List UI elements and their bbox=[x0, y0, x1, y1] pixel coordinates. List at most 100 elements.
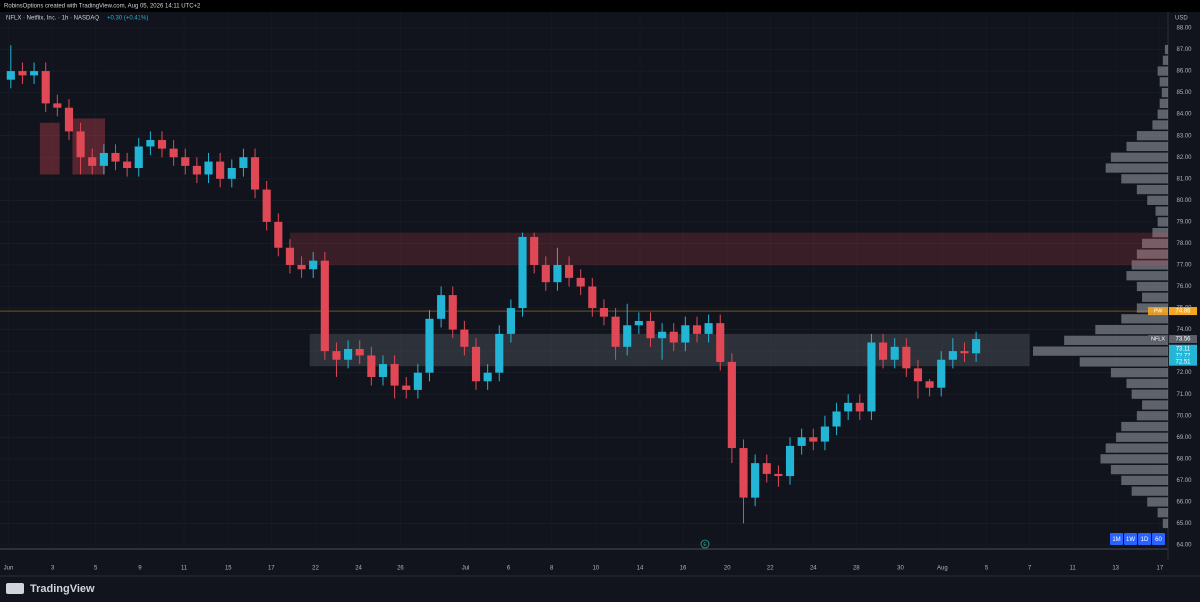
candle-body bbox=[367, 355, 376, 377]
price-tag bbox=[1169, 357, 1197, 366]
profile-bar bbox=[1121, 174, 1168, 184]
y-tick-label: 79.00 bbox=[1176, 219, 1192, 225]
profile-bar bbox=[1110, 152, 1168, 162]
price-tag bbox=[1169, 352, 1197, 361]
candle-body bbox=[471, 346, 481, 382]
candle-body bbox=[390, 364, 399, 386]
brand-logo bbox=[6, 583, 24, 594]
x-tick-label: 11 bbox=[1070, 566, 1077, 572]
profile-bar bbox=[1064, 335, 1168, 345]
profile-bar bbox=[1079, 357, 1168, 367]
timeframe-button[interactable] bbox=[1110, 533, 1123, 545]
price-tag-value: 72.51 bbox=[1175, 359, 1191, 365]
price-tag bbox=[1169, 335, 1197, 344]
profile-bar bbox=[1136, 184, 1168, 195]
candle-body bbox=[297, 264, 306, 270]
profile-bar bbox=[1157, 109, 1168, 119]
credit: RobinsOptions created with TradingView.c… bbox=[4, 4, 201, 10]
profile-bar bbox=[1116, 432, 1168, 442]
x-tick-label: 6 bbox=[507, 566, 511, 572]
timeframe-label[interactable]: 1W bbox=[1126, 537, 1135, 543]
candle-body bbox=[262, 189, 271, 222]
candle-body bbox=[762, 463, 771, 474]
x-tick-label: 26 bbox=[397, 566, 404, 572]
price-tag-value: 73.56 bbox=[1175, 337, 1191, 343]
profile-bar bbox=[1131, 389, 1168, 399]
price-tag bbox=[1169, 307, 1197, 316]
timeframe-label[interactable]: 60 bbox=[1155, 537, 1162, 543]
x-tick-label: 30 bbox=[897, 566, 904, 572]
candle-body bbox=[948, 351, 957, 360]
candle-body bbox=[727, 361, 736, 449]
profile-bar bbox=[1121, 421, 1168, 432]
timeframe-button[interactable] bbox=[1138, 533, 1151, 545]
candle-body bbox=[18, 71, 27, 76]
x-tick-label: 22 bbox=[767, 566, 774, 572]
candle-body bbox=[378, 364, 388, 377]
profile-bar bbox=[1152, 228, 1168, 238]
candle-body bbox=[99, 152, 108, 166]
x-tick-label: Jun bbox=[4, 566, 14, 572]
candle-body bbox=[739, 448, 748, 498]
candle-body bbox=[960, 351, 969, 354]
profile-bar bbox=[1126, 271, 1168, 281]
candle-body bbox=[518, 236, 527, 309]
y-tick-label: 65.00 bbox=[1176, 521, 1192, 527]
zone bbox=[289, 232, 1168, 265]
timeframe-label[interactable]: 1D bbox=[1141, 537, 1149, 543]
candle-body bbox=[809, 437, 818, 442]
candle-body bbox=[692, 325, 702, 334]
x-tick-label: 5 bbox=[985, 566, 989, 572]
candle-body bbox=[658, 331, 667, 339]
candle-body bbox=[646, 320, 655, 339]
x-tick-label: 11 bbox=[181, 566, 188, 572]
candle-body bbox=[41, 71, 50, 104]
timeframe-button[interactable] bbox=[1152, 533, 1165, 545]
candle-body bbox=[925, 381, 934, 388]
candle-body bbox=[413, 372, 422, 390]
candle-body bbox=[250, 157, 260, 190]
y-tick-label: 78.00 bbox=[1176, 241, 1192, 247]
x-tick-label: 5 bbox=[94, 566, 98, 572]
timeframe-button[interactable] bbox=[1124, 533, 1137, 545]
profile-bar bbox=[1131, 486, 1168, 496]
candle-body bbox=[751, 463, 760, 498]
x-tick-label: 3 bbox=[51, 566, 55, 572]
candle-body bbox=[902, 346, 911, 369]
candle-body bbox=[623, 325, 632, 347]
candle-body bbox=[146, 140, 155, 147]
profile-bar bbox=[1142, 238, 1168, 249]
price-tag bbox=[1169, 344, 1197, 353]
candle-body bbox=[704, 323, 713, 334]
candle-body bbox=[913, 368, 923, 382]
y-tick-label: 80.00 bbox=[1176, 198, 1192, 204]
candle-body bbox=[402, 385, 411, 390]
candle-body bbox=[123, 161, 132, 169]
timeframe-label[interactable]: 1M bbox=[1112, 537, 1120, 543]
profile-bar bbox=[1126, 378, 1168, 389]
y-tick-label: 88.00 bbox=[1176, 26, 1192, 32]
profile-bar bbox=[1100, 454, 1168, 464]
x-tick-label: 14 bbox=[637, 566, 644, 572]
candle-body bbox=[274, 221, 283, 248]
candle-body bbox=[460, 329, 469, 347]
profile-bar bbox=[1157, 66, 1168, 76]
y-tick-label: 81.00 bbox=[1176, 176, 1192, 182]
y-tick-label: 86.00 bbox=[1176, 69, 1192, 75]
profile-bar bbox=[1095, 324, 1168, 335]
x-tick-label: 17 bbox=[268, 566, 275, 572]
candle-body bbox=[937, 359, 946, 388]
candle-body bbox=[76, 131, 85, 158]
candle-body bbox=[30, 71, 39, 76]
x-tick-label: 28 bbox=[853, 566, 860, 572]
x-tick-label: 10 bbox=[592, 566, 599, 572]
candle-body bbox=[437, 295, 446, 319]
price-tag-value: 74.86 bbox=[1175, 309, 1191, 315]
profile-bar bbox=[1136, 249, 1168, 259]
candle-body bbox=[716, 323, 725, 362]
candle-body bbox=[972, 339, 981, 354]
header-bar bbox=[0, 0, 1200, 12]
price-tag-name: PW bbox=[1154, 309, 1164, 315]
candle-body bbox=[448, 295, 457, 330]
